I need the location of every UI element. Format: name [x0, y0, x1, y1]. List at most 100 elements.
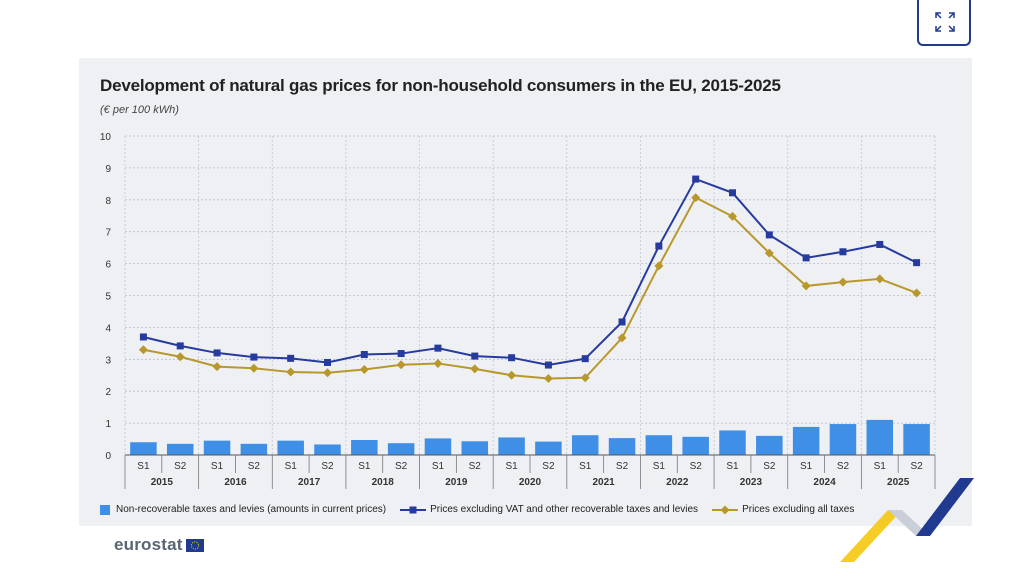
series-excl-vat-point: [913, 259, 921, 267]
y-tick-label: 3: [105, 355, 111, 366]
legend-item-taxes: Non-recoverable taxes and levies (amount…: [100, 504, 386, 515]
x-tick-year: 2019: [445, 477, 468, 488]
bar-taxes: [166, 443, 194, 455]
bar-taxes: [756, 435, 783, 455]
bar-taxes: [130, 442, 157, 455]
x-tick-year: 2023: [740, 477, 763, 488]
x-tick-semester: S1: [211, 461, 224, 472]
x-tick-semester: S2: [321, 461, 334, 472]
bar-taxes: [277, 440, 304, 455]
series-excl-all-point: [286, 367, 296, 377]
x-tick-semester: S1: [137, 461, 150, 472]
legend-label-excl-vat: Prices excluding VAT and other recoverab…: [430, 504, 699, 515]
x-tick-semester: S1: [800, 461, 813, 472]
x-tick-semester: S2: [174, 461, 187, 472]
series-excl-vat-point: [176, 342, 184, 350]
series-excl-all-point: [654, 261, 664, 271]
bar-taxes: [314, 444, 341, 455]
x-tick-year: 2021: [593, 477, 616, 488]
eurostat-logo: eurostat: [114, 535, 204, 555]
bar-taxes: [866, 419, 894, 455]
legend-item-excl-all: Prices excluding all taxes: [712, 504, 854, 515]
y-tick-label: 8: [105, 196, 111, 207]
series-excl-all-point: [580, 373, 590, 383]
y-tick-label: 9: [105, 164, 111, 175]
decorative-ribbon: [840, 478, 974, 562]
series-excl-all-point: [249, 363, 259, 373]
x-tick-year: 2017: [298, 477, 321, 488]
series-excl-vat-point: [508, 354, 516, 362]
series-excl-vat-line: [143, 177, 918, 367]
x-tick-semester: S1: [432, 461, 445, 472]
eu-flag-icon: [185, 538, 204, 552]
series-excl-all-line: [143, 196, 917, 380]
series-excl-vat-point: [655, 242, 663, 250]
series-excl-all-point: [396, 360, 406, 370]
x-tick-semester: S2: [910, 461, 923, 472]
series-excl-all-point: [543, 373, 553, 383]
series-excl-vat-point: [360, 351, 368, 359]
bar-taxes: [461, 441, 489, 455]
bar-taxes: [608, 438, 636, 455]
x-tick-semester: S1: [874, 461, 887, 472]
series-excl-all-point: [801, 281, 811, 291]
x-tick-semester: S2: [469, 461, 482, 472]
bar-taxes: [682, 436, 709, 455]
bar-taxes: [535, 441, 562, 455]
series-excl-vat-point: [397, 350, 405, 358]
series-excl-all-point: [691, 193, 701, 203]
y-tick-label: 5: [105, 292, 111, 303]
series-excl-vat-point: [765, 231, 773, 239]
series-excl-all-point: [323, 368, 332, 378]
series-excl-vat-point: [692, 175, 700, 183]
series-excl-vat-point: [729, 189, 736, 197]
series-excl-vat-point: [324, 358, 331, 366]
series-excl-all-point: [212, 362, 222, 372]
x-tick-semester: S1: [505, 461, 518, 472]
series-excl-vat-point: [544, 361, 552, 369]
series-excl-all-point: [138, 345, 148, 355]
x-tick-semester: S2: [248, 461, 261, 472]
bar-taxes: [719, 430, 746, 455]
x-tick-year: 2025: [887, 477, 910, 488]
y-tick-label: 6: [105, 260, 111, 271]
x-tick-semester: S1: [726, 461, 739, 472]
series-excl-all-point: [433, 358, 443, 368]
y-tick-label: 0: [105, 451, 111, 462]
x-tick-year: 2018: [372, 477, 395, 488]
series-excl-all-point: [838, 277, 848, 287]
y-tick-label: 4: [105, 323, 111, 334]
chart-legend: Non-recoverable taxes and levies (amount…: [100, 504, 868, 515]
x-tick-year: 2022: [666, 477, 689, 488]
series-excl-vat-point: [213, 349, 221, 357]
bar-taxes: [351, 440, 378, 455]
legend-swatch-taxes: [100, 504, 110, 515]
chart-title: Development of natural gas prices for no…: [100, 76, 781, 95]
y-tick-label: 1: [105, 419, 111, 430]
y-tick-label: 7: [105, 228, 111, 239]
expand-button[interactable]: [917, 0, 971, 46]
x-tick-year: 2015: [151, 477, 174, 488]
x-tick-year: 2024: [813, 477, 836, 488]
series-excl-vat-point: [618, 318, 626, 326]
series-excl-all-point: [470, 364, 480, 374]
series-excl-vat-point: [876, 240, 884, 248]
series-excl-all-point: [359, 365, 369, 375]
x-tick-semester: S2: [690, 461, 703, 472]
bar-taxes: [829, 424, 857, 455]
bar-taxes: [903, 424, 930, 455]
x-tick-semester: S2: [763, 461, 776, 472]
y-tick-label: 10: [100, 132, 112, 143]
legend-label-taxes: Non-recoverable taxes and levies (amount…: [116, 504, 387, 515]
x-tick-semester: S1: [653, 461, 666, 472]
x-tick-semester: S1: [285, 461, 298, 472]
bar-taxes: [792, 426, 820, 455]
legend-item-excl-vat: Prices excluding VAT and other recoverab…: [400, 504, 698, 515]
logo-text: eurostat: [114, 535, 183, 554]
series-excl-vat-point: [287, 354, 295, 362]
chart-subtitle: (€ per 100 kWh): [100, 104, 179, 116]
bar-taxes: [571, 435, 599, 455]
series-excl-all-point: [764, 248, 774, 258]
series-excl-all-point: [728, 211, 737, 221]
x-tick-semester: S2: [395, 461, 408, 472]
